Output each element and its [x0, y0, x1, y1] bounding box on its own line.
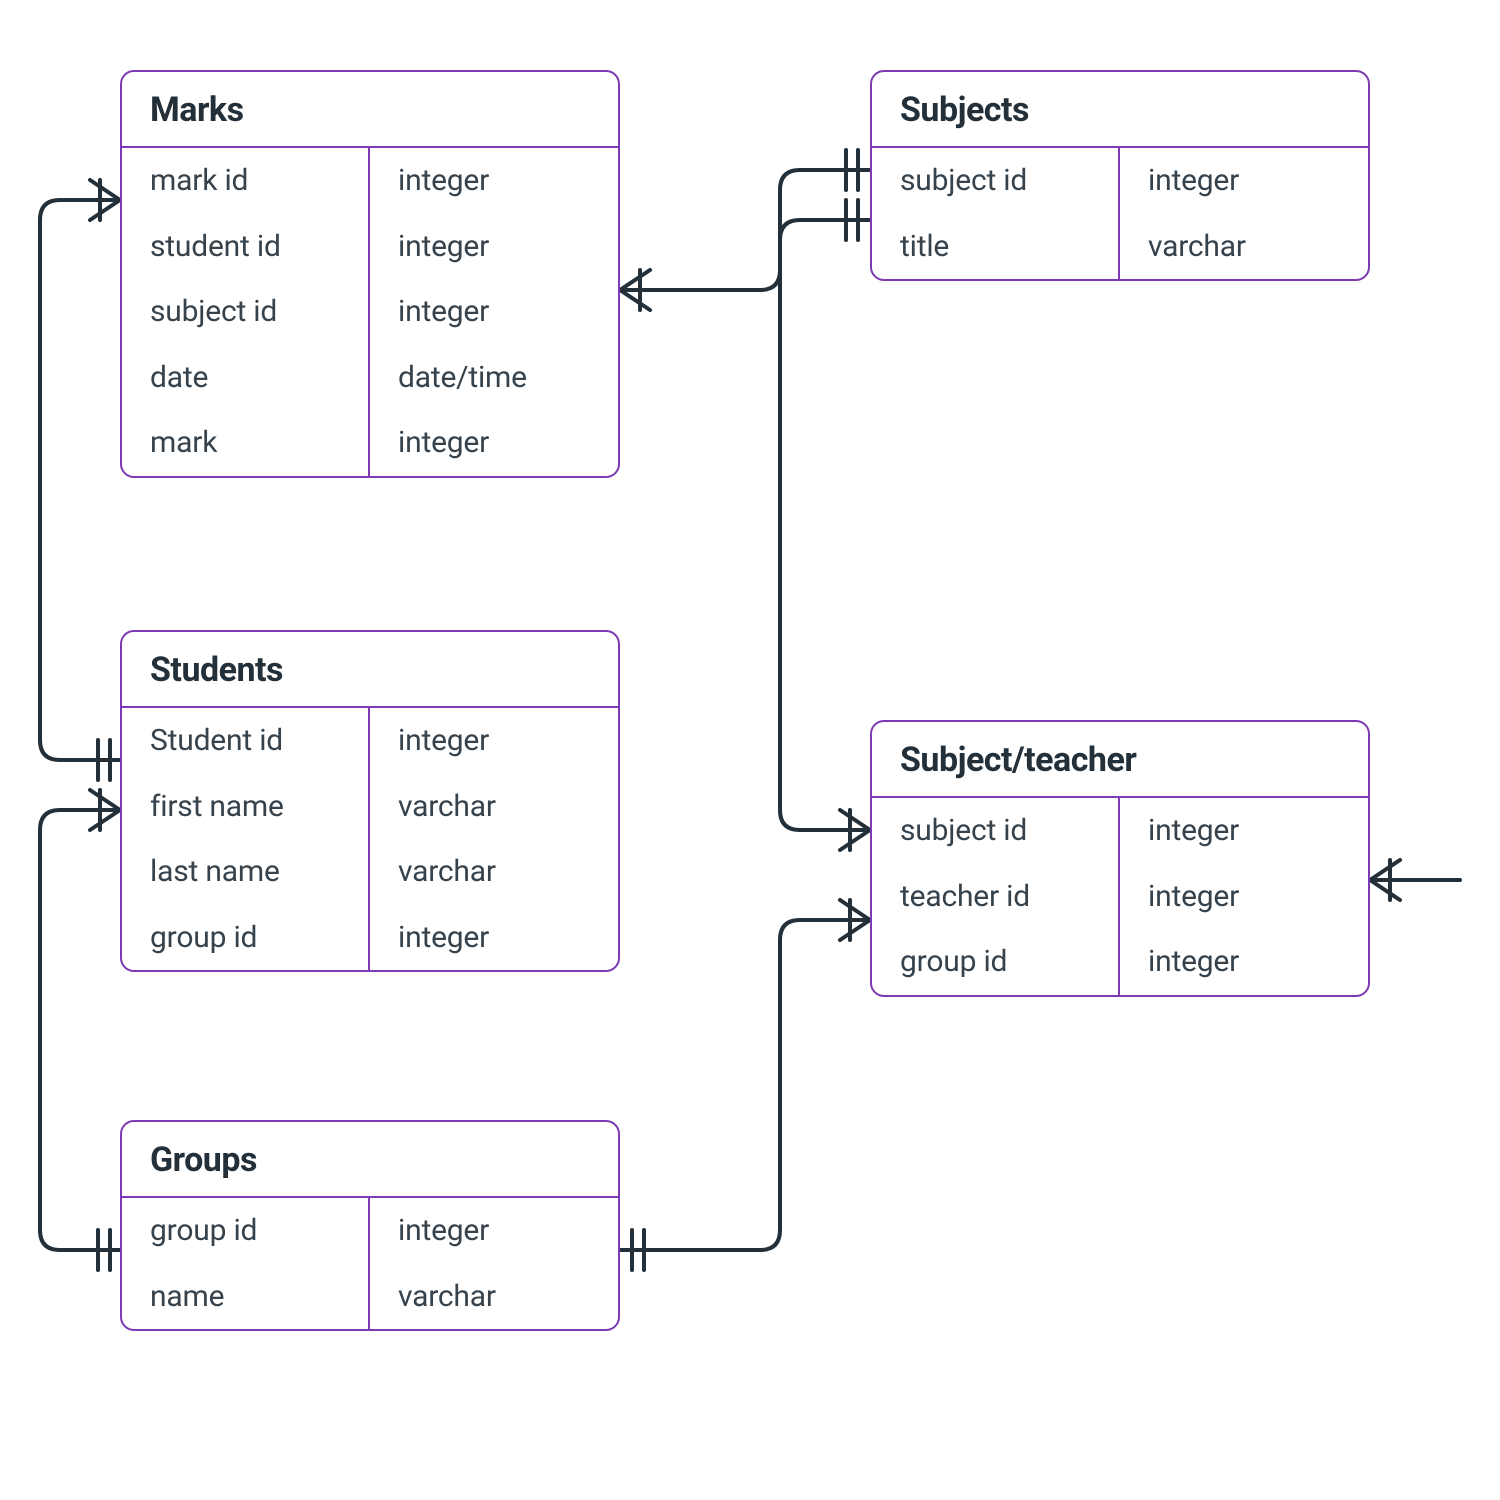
field-type: integer [370, 148, 618, 214]
rel-groups-students [40, 810, 120, 1250]
field-name: last name [122, 839, 368, 905]
rel-subjects-subjectteacher [780, 220, 870, 830]
field-type: integer [1120, 798, 1368, 864]
field-type: varchar [370, 839, 618, 905]
entity-marks: Marks mark id student id subject id date… [120, 70, 620, 478]
entity-title: Marks [122, 72, 618, 148]
entity-students: Students Student id first name last name… [120, 630, 620, 972]
field-type: date/time [370, 345, 618, 411]
field-name: first name [122, 774, 368, 840]
field-type: integer [1120, 864, 1368, 930]
field-name: student id [122, 214, 368, 280]
field-type: varchar [370, 1264, 618, 1330]
field-type: integer [370, 214, 618, 280]
field-type: integer [370, 905, 618, 971]
field-type: integer [1120, 148, 1368, 214]
rel-students-marks [40, 200, 120, 760]
field-type: integer [370, 1198, 618, 1264]
entity-title: Groups [122, 1122, 618, 1198]
entity-title: Subjects [872, 72, 1368, 148]
rel-groups-subjectteacher [620, 920, 870, 1250]
field-name: Student id [122, 708, 368, 774]
field-name: group id [122, 905, 368, 971]
field-name: name [122, 1264, 368, 1330]
rel-subjects-marks [620, 170, 870, 290]
entity-title: Subject/teacher [872, 722, 1368, 798]
field-type: integer [370, 410, 618, 476]
field-type: integer [370, 279, 618, 345]
field-name: subject id [122, 279, 368, 345]
field-name: group id [872, 929, 1118, 995]
field-name: subject id [872, 148, 1118, 214]
field-type: varchar [370, 774, 618, 840]
entity-subjects: Subjects subject id title integer varcha… [870, 70, 1370, 281]
field-name: mark id [122, 148, 368, 214]
entity-subject-teacher: Subject/teacher subject id teacher id gr… [870, 720, 1370, 997]
field-name: group id [122, 1198, 368, 1264]
field-name: title [872, 214, 1118, 280]
field-type: integer [1120, 929, 1368, 995]
field-name: subject id [872, 798, 1118, 864]
field-type: integer [370, 708, 618, 774]
er-diagram-canvas: { "diagram": { "type": "er-diagram", "ba… [0, 0, 1500, 1500]
field-name: date [122, 345, 368, 411]
field-name: mark [122, 410, 368, 476]
field-type: varchar [1120, 214, 1368, 280]
entity-groups: Groups group id name integer varchar [120, 1120, 620, 1331]
entity-title: Students [122, 632, 618, 708]
field-name: teacher id [872, 864, 1118, 930]
